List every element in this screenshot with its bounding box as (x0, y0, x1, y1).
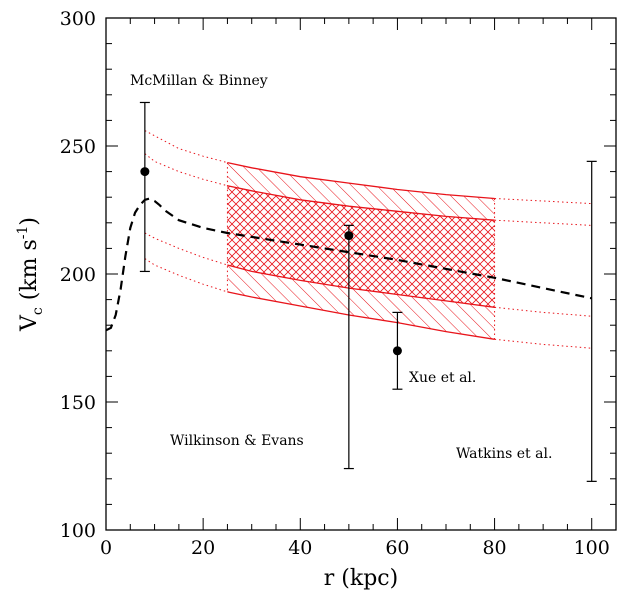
model-dashed-line (106, 197, 592, 332)
band-outer_upper-dotted-left (144, 130, 228, 164)
x-axis-title: r (kpc) (324, 566, 398, 591)
band-outer_lower-dotted-right (494, 338, 592, 349)
y-axis-title-rest: (km s (17, 239, 42, 307)
y-tick-label: 250 (60, 136, 96, 158)
band-inner_lower-dotted-left (144, 232, 228, 266)
tick-labels: 0 20 40 60 80 100 100 150 200 250 300 (60, 8, 610, 559)
data-points (140, 167, 402, 356)
band-lines (144, 130, 592, 349)
band-inner_upper-dotted-right (494, 219, 592, 226)
label-watkins: Watkins et al. (456, 446, 552, 462)
band-inner-hatch (227, 185, 495, 308)
band-inner_upper-solid (227, 185, 495, 221)
data-point-2 (392, 346, 402, 356)
label-xue: Xue et al. (409, 370, 476, 386)
y-tick-label: 100 (60, 520, 96, 542)
y-axis-title-sub: c (30, 307, 46, 315)
x-tick-label: 60 (385, 537, 409, 559)
x-tick-label: 20 (191, 537, 215, 559)
y-axis-title-main: V (17, 314, 42, 332)
x-tick-label: 0 (100, 537, 112, 559)
data-point-1 (344, 231, 354, 241)
y-axis-title-sup: -1 (15, 226, 31, 240)
hatched-bands (227, 162, 495, 340)
data-point-0 (140, 167, 150, 177)
x-tick-label: 80 (482, 537, 506, 559)
band-inner_lower-dotted-right (494, 306, 592, 317)
model-curve (106, 197, 592, 332)
x-tick-label: 100 (574, 537, 610, 559)
x-tick-label: 40 (288, 537, 312, 559)
label-wilkinson-evans: Wilkinson & Evans (170, 433, 304, 449)
band-outer_upper-solid (227, 161, 495, 200)
y-axis-title: Vc (km s-1) (15, 217, 46, 332)
axis-ticks (105, 17, 617, 531)
y-tick-label: 200 (60, 264, 96, 286)
band-inner_upper-dotted-left (144, 153, 228, 187)
band-outer_lower-dotted-left (144, 258, 228, 293)
band-outer_upper-dotted-right (494, 198, 592, 205)
error-bars (139, 101, 597, 482)
label-mcmillan-binney: McMillan & Binney (130, 73, 268, 89)
y-axis-title-close: ) (17, 217, 42, 226)
y-tick-label: 150 (60, 392, 96, 414)
y-tick-label: 300 (60, 8, 96, 30)
